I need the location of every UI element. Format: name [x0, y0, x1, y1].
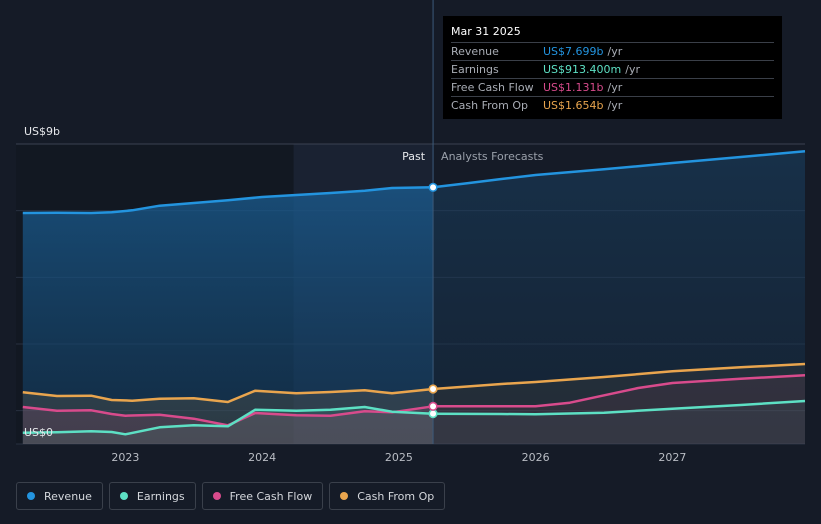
tooltip-row-earnings: Earnings US$913.400m /yr: [451, 60, 774, 78]
y-axis-bottom-label: US$0: [24, 426, 53, 439]
legend-dot-icon: [212, 492, 221, 500]
tooltip-label: Free Cash Flow: [451, 81, 534, 94]
line-earnings-forecast: [433, 399, 806, 416]
forecast-label: Analysts Forecasts: [441, 150, 544, 163]
tooltip-value: US$1.654b: [543, 99, 604, 112]
legend-label: Revenue: [44, 489, 92, 503]
legend-item-cash-from-op[interactable]: Cash From Op: [329, 482, 446, 510]
x-tick-label: 2023: [111, 451, 139, 464]
line-free-cash-flow-past: [22, 405, 434, 427]
area-earnings-forecast: [433, 401, 805, 444]
tooltip-value: US$1.131b: [543, 81, 604, 94]
line-revenue-past: [22, 186, 434, 215]
legend-dot-icon: [27, 492, 35, 500]
y-axis-top-label: US$9b: [24, 125, 60, 138]
line-earnings-past: [22, 405, 434, 436]
legend-label: Free Cash Flow: [229, 489, 313, 503]
legend-dot-icon: [119, 492, 128, 500]
tooltip-label: Revenue: [451, 45, 499, 58]
tooltip-row-cash-from-op: Cash From Op US$1.654b /yr: [451, 96, 774, 114]
tooltip-label: Cash From Op: [451, 99, 529, 112]
area-free-cash-flow-forecast: [433, 375, 805, 444]
area-revenue-forecast: [433, 151, 805, 445]
legend-dot-icon: [340, 492, 349, 500]
tooltip-unit: /yr: [607, 99, 623, 112]
x-tick-label: 2027: [658, 451, 686, 464]
marker-earnings: [428, 409, 438, 419]
past-label: Past: [402, 150, 426, 163]
line-cash-from-op-past: [22, 387, 434, 404]
legend-item-revenue[interactable]: Revenue: [16, 482, 103, 510]
tooltip-row-revenue: Revenue US$7.699b /yr: [451, 42, 774, 60]
legend-item-free-cash-flow[interactable]: Free Cash Flow: [201, 482, 324, 510]
line-cash-from-op-forecast: [433, 362, 806, 391]
line-revenue-forecast: [432, 150, 806, 189]
legend-label: Cash From Op: [357, 489, 435, 503]
tooltip-value: US$7.699b: [543, 45, 604, 58]
tooltip-date: Mar 31 2025: [451, 25, 521, 38]
tooltip-label: Earnings: [451, 63, 499, 76]
line-free-cash-flow-forecast: [433, 374, 806, 408]
x-tick-label: 2025: [385, 451, 413, 464]
tooltip-row-free-cash-flow: Free Cash Flow US$1.131b /yr: [451, 78, 774, 96]
tooltip-unit: /yr: [625, 63, 640, 76]
tooltip-unit: /yr: [607, 45, 623, 58]
marker-free-cash-flow: [428, 401, 438, 411]
x-tick-label: 2024: [248, 451, 276, 464]
legend-item-earnings[interactable]: Earnings: [108, 482, 196, 510]
marker-revenue: [428, 182, 438, 192]
data-tooltip: Mar 31 2025 Revenue US$7.699b /yr Earnin…: [443, 16, 782, 119]
x-tick-label: 2026: [522, 451, 550, 464]
tooltip-unit: /yr: [607, 81, 623, 94]
marker-cash-from-op: [428, 384, 438, 394]
legend-label: Earnings: [136, 489, 185, 503]
tooltip-value: US$913.400m: [543, 63, 622, 76]
chart-legend: Revenue Earnings Free Cash Flow Cash Fro…: [16, 482, 446, 512]
chart-svg: US$9b US$0 Past Analysts Forecasts 2023 2024 2…: [16, 0, 806, 464]
area-cash-from-op-forecast: [433, 364, 805, 444]
area-revenue-past: [22, 187, 434, 445]
area-cash-from-op-past: [22, 389, 434, 444]
